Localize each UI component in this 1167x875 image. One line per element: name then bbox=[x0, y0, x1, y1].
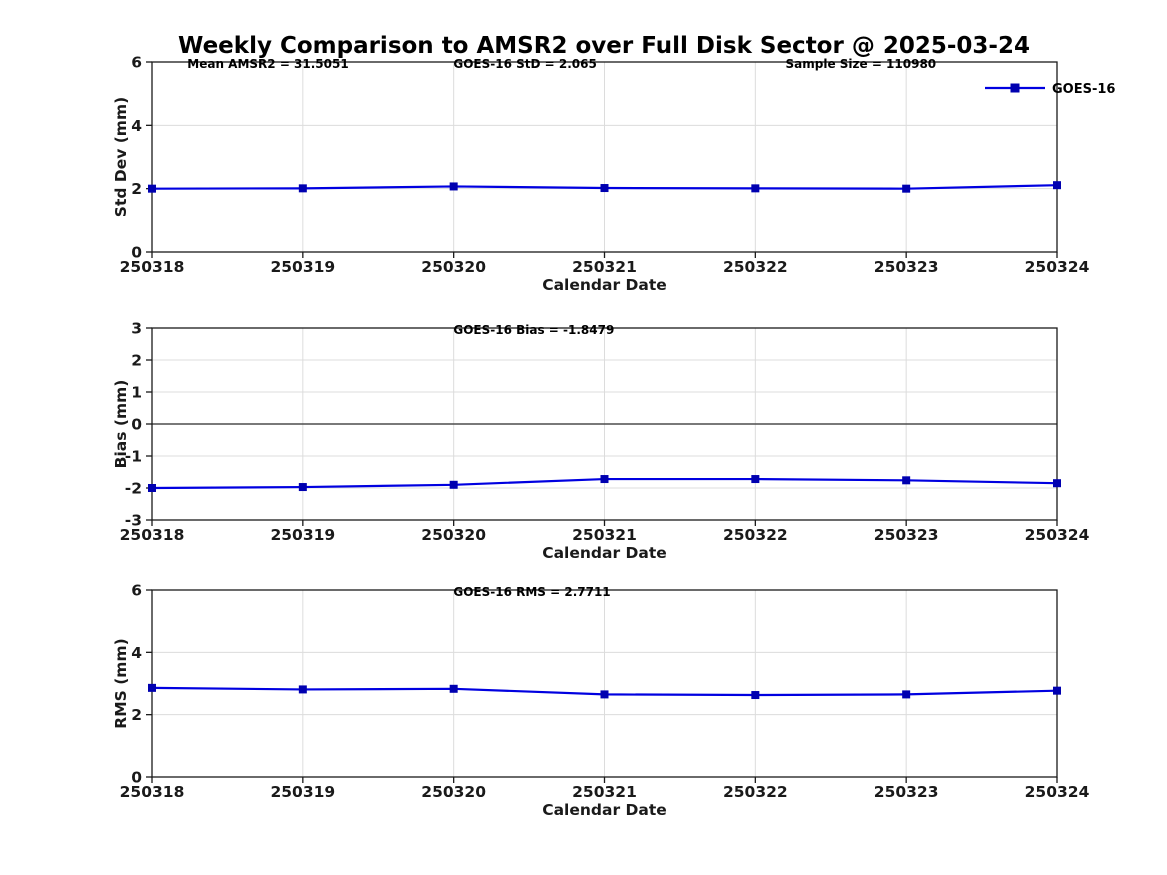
data-point-marker bbox=[751, 691, 760, 700]
data-point-marker bbox=[1053, 479, 1061, 488]
x-tick-label: 250318 bbox=[120, 526, 185, 544]
data-point-marker bbox=[1053, 686, 1061, 695]
x-tick-label: 250319 bbox=[270, 526, 335, 544]
y-tick-label: 0 bbox=[131, 416, 142, 434]
y-axis-label: Bias (mm) bbox=[112, 380, 130, 469]
y-axis-label: RMS (mm) bbox=[112, 638, 130, 728]
data-point-marker bbox=[148, 184, 156, 193]
y-tick-label: -3 bbox=[125, 512, 142, 530]
legend-marker-icon bbox=[1010, 83, 1020, 93]
data-point-marker bbox=[148, 683, 156, 692]
legend: GOES-16 bbox=[985, 82, 1115, 97]
x-axis-label: Calendar Date bbox=[542, 801, 667, 819]
y-axis-label: Std Dev (mm) bbox=[112, 97, 130, 217]
data-point-marker bbox=[751, 475, 760, 484]
x-tick-label: 250323 bbox=[874, 783, 939, 801]
data-point-marker bbox=[1053, 181, 1061, 190]
data-point-marker bbox=[148, 484, 156, 492]
x-tick-label: 250324 bbox=[1025, 258, 1090, 276]
data-point-marker bbox=[298, 685, 307, 694]
annotation: GOES-16 Bias = -1.8479 bbox=[453, 323, 614, 337]
y-tick-label: -2 bbox=[125, 480, 142, 498]
legend-label: GOES-16 bbox=[1052, 82, 1115, 97]
x-tick-label: 250323 bbox=[874, 258, 939, 276]
x-tick-label: 250318 bbox=[120, 783, 185, 801]
data-point-marker bbox=[298, 483, 307, 492]
y-tick-label: 0 bbox=[131, 244, 142, 262]
data-point-marker bbox=[902, 184, 911, 193]
y-tick-label: -1 bbox=[125, 448, 142, 466]
x-tick-label: 250322 bbox=[723, 526, 788, 544]
annotation: Sample Size = 110980 bbox=[786, 57, 937, 71]
data-point-marker bbox=[449, 182, 458, 191]
annotation: GOES-16 RMS = 2.7711 bbox=[453, 585, 610, 599]
y-tick-label: 1 bbox=[131, 384, 142, 402]
x-tick-label: 250321 bbox=[572, 526, 637, 544]
x-tick-label: 250320 bbox=[421, 783, 486, 801]
x-tick-label: 250323 bbox=[874, 526, 939, 544]
x-tick-label: 250320 bbox=[421, 526, 486, 544]
data-point-marker bbox=[600, 690, 609, 699]
data-point-marker bbox=[902, 476, 911, 485]
subplot-rms: 250318 250319 250320 250321 250322 250323 2503… bbox=[112, 582, 1090, 819]
x-tick-label: 250322 bbox=[723, 783, 788, 801]
x-tick-label: 250319 bbox=[270, 258, 335, 276]
subplot-std-dev: 250318 250319 250320 250321 250322 250323 2503… bbox=[112, 54, 1115, 294]
y-tick-label: 6 bbox=[131, 54, 142, 72]
y-tick-label: 0 bbox=[131, 769, 142, 787]
data-point-marker bbox=[751, 184, 760, 193]
x-axis-label: Calendar Date bbox=[542, 544, 667, 562]
x-tick-label: 250319 bbox=[270, 783, 335, 801]
y-tick-label: 3 bbox=[131, 320, 142, 338]
y-tick-label: 2 bbox=[131, 706, 142, 724]
x-axis-label: Calendar Date bbox=[542, 276, 667, 294]
y-tick-label: 2 bbox=[131, 352, 142, 370]
y-tick-label: 4 bbox=[131, 117, 142, 135]
x-tick-label: 250321 bbox=[572, 258, 637, 276]
y-tick-label: 6 bbox=[131, 582, 142, 600]
x-tick-label: 250322 bbox=[723, 258, 788, 276]
x-tick-label: 250321 bbox=[572, 783, 637, 801]
data-point-marker bbox=[600, 475, 609, 484]
x-tick-label: 250318 bbox=[120, 258, 185, 276]
x-tick-label: 250324 bbox=[1025, 783, 1090, 801]
x-tick-label: 250320 bbox=[421, 258, 486, 276]
y-tick-label: 4 bbox=[131, 644, 142, 662]
data-point-marker bbox=[298, 184, 307, 193]
annotation: GOES-16 StD = 2.065 bbox=[453, 57, 596, 71]
x-tick-label: 250324 bbox=[1025, 526, 1090, 544]
chart-title: Weekly Comparison to AMSR2 over Full Dis… bbox=[178, 33, 1030, 59]
data-point-marker bbox=[449, 684, 458, 693]
subplot-bias: 250318 250319 250320 250321 250322 250323 2503… bbox=[112, 320, 1090, 562]
y-tick-label: 2 bbox=[131, 180, 142, 198]
data-point-marker bbox=[902, 690, 911, 699]
annotation: Mean AMSR2 = 31.5051 bbox=[187, 57, 348, 71]
data-point-marker bbox=[449, 480, 458, 489]
data-point-marker bbox=[600, 184, 609, 193]
subplots-group: 250318 250319 250320 250321 250322 250323 2503… bbox=[112, 54, 1115, 819]
